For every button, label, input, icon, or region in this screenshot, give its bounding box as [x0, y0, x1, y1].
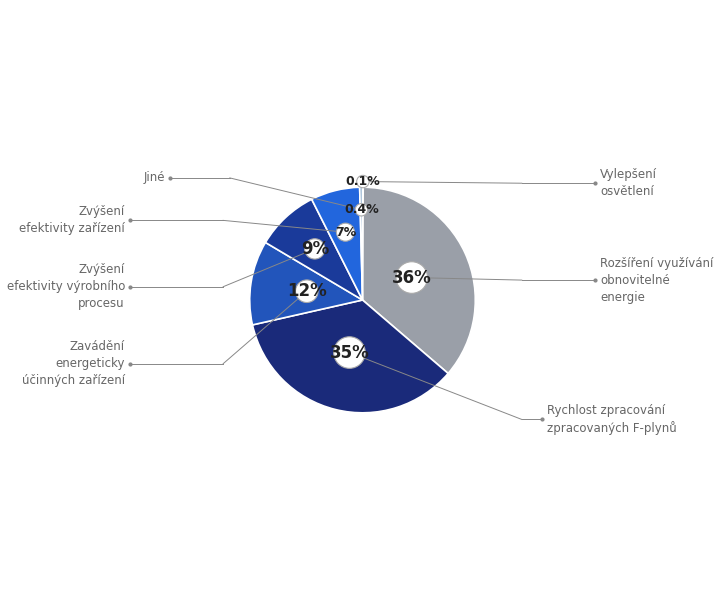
Text: 7%: 7% [335, 226, 356, 239]
Text: Zvýšení
efektivity výrobního
procesu: Zvýšení efektivity výrobního procesu [6, 263, 125, 310]
Circle shape [355, 203, 368, 216]
Text: 9%: 9% [301, 240, 329, 258]
Circle shape [305, 239, 325, 259]
Text: Rozšíření využívání
obnovitelné
energie: Rozšíření využívání obnovitelné energie [600, 257, 714, 304]
Wedge shape [253, 300, 448, 413]
Text: 0.1%: 0.1% [346, 175, 380, 188]
Wedge shape [250, 242, 362, 325]
Circle shape [336, 223, 354, 241]
Text: 0.4%: 0.4% [344, 203, 379, 216]
Wedge shape [312, 187, 362, 300]
Text: 12%: 12% [287, 282, 327, 300]
Text: 35%: 35% [330, 344, 369, 362]
Text: Zavádění
energeticky
účinných zařízení: Zavádění energeticky účinných zařízení [22, 340, 125, 387]
Circle shape [396, 262, 428, 293]
Circle shape [356, 175, 369, 188]
Wedge shape [360, 187, 362, 300]
Circle shape [295, 280, 318, 302]
Circle shape [333, 337, 365, 368]
Wedge shape [362, 187, 475, 373]
Text: Rychlost zpracování
zpracovaných F-plynů: Rychlost zpracování zpracovaných F-plynů [547, 404, 677, 435]
Text: Vylepšení
osvětlení: Vylepšení osvětlení [600, 168, 657, 198]
Wedge shape [266, 199, 362, 300]
Text: Zvýšení
efektivity zařízení: Zvýšení efektivity zařízení [19, 205, 125, 235]
Text: Jiné: Jiné [143, 172, 165, 184]
Text: 36%: 36% [392, 269, 431, 287]
